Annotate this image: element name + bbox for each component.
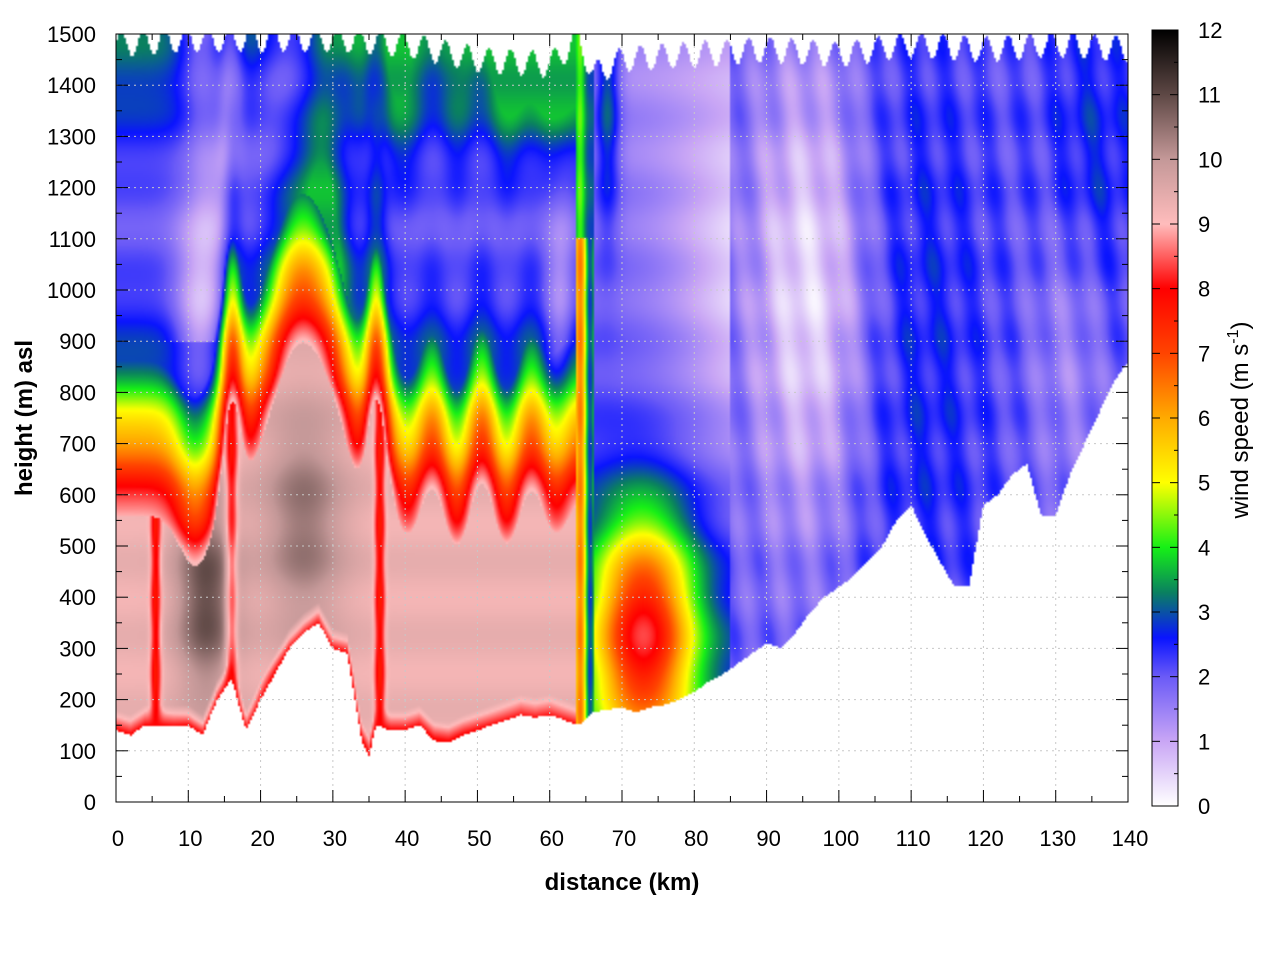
x-tick-label: 10 [178, 826, 202, 851]
x-tick-label: 60 [539, 826, 563, 851]
x-tick-label: 80 [684, 826, 708, 851]
colorbar-tick-label: 2 [1198, 665, 1210, 690]
y-tick-label: 300 [59, 636, 96, 661]
colorbar-tick-label: 6 [1198, 406, 1210, 431]
x-tick-label: 20 [250, 826, 274, 851]
y-tick-label: 1400 [47, 73, 96, 98]
colorbar-tick-label: 0 [1198, 794, 1210, 819]
colorbar-tick-label: 5 [1198, 471, 1210, 496]
colorbar-tick-label: 7 [1198, 341, 1210, 366]
colorbar-tick-label: 9 [1198, 212, 1210, 237]
colorbar-title-main: wind speed (m s [1227, 344, 1254, 520]
colorbar-title-close: ) [1227, 322, 1254, 330]
x-tick-label: 40 [395, 826, 419, 851]
x-tick-label: 130 [1039, 826, 1076, 851]
x-axis-title: distance (km) [545, 869, 700, 896]
y-tick-label: 600 [59, 483, 96, 508]
x-tick-label: 100 [822, 826, 859, 851]
x-tick-label: 110 [896, 826, 931, 851]
x-tick-label: 90 [756, 826, 780, 851]
y-tick-label: 1200 [47, 176, 96, 201]
y-tick-label: 200 [59, 688, 96, 713]
colorbar-tick-label: 10 [1198, 147, 1222, 172]
x-tick-label: 30 [323, 826, 347, 851]
y-tick-label: 1000 [47, 278, 96, 303]
colorbar-title: wind speed (m s-1) [1225, 322, 1254, 520]
y-tick-label: 1500 [47, 22, 96, 47]
x-tick-label: 50 [467, 826, 491, 851]
y-tick-label: 400 [59, 585, 96, 610]
colorbar-tick-label: 3 [1198, 600, 1210, 625]
colorbar-tick-label: 8 [1198, 277, 1210, 302]
x-axis: 0 10 20 30 40 50 60 70 80 90 100 110 120 130 140 [112, 34, 1148, 851]
colorbar-title-exponent: -1 [1225, 329, 1242, 343]
y-axis: 0 100 200 300 400 500 600 700 800 900 1000 1100 1200… [47, 22, 1128, 815]
colorbar-tick-label: 12 [1198, 18, 1222, 43]
y-tick-label: 800 [59, 380, 96, 405]
x-tick-label: 140 [1112, 826, 1149, 851]
y-tick-label: 1300 [47, 124, 96, 149]
grid-lines [116, 34, 1128, 802]
y-tick-label: 700 [59, 432, 96, 457]
y-axis-title: height (m) asl [11, 340, 38, 496]
colorbar-tick-label: 4 [1198, 535, 1210, 560]
y-tick-label: 0 [84, 790, 96, 815]
y-tick-label: 1100 [49, 227, 96, 252]
x-tick-label: 0 [112, 826, 124, 851]
x-tick-label: 70 [612, 826, 636, 851]
y-tick-label: 500 [59, 534, 96, 559]
colorbar-tick-label: 1 [1198, 729, 1210, 754]
y-tick-label: 100 [59, 739, 96, 764]
x-tick-label: 120 [967, 826, 1004, 851]
colorbar-tick-label: 11 [1198, 83, 1221, 108]
y-tick-label: 900 [59, 329, 96, 354]
